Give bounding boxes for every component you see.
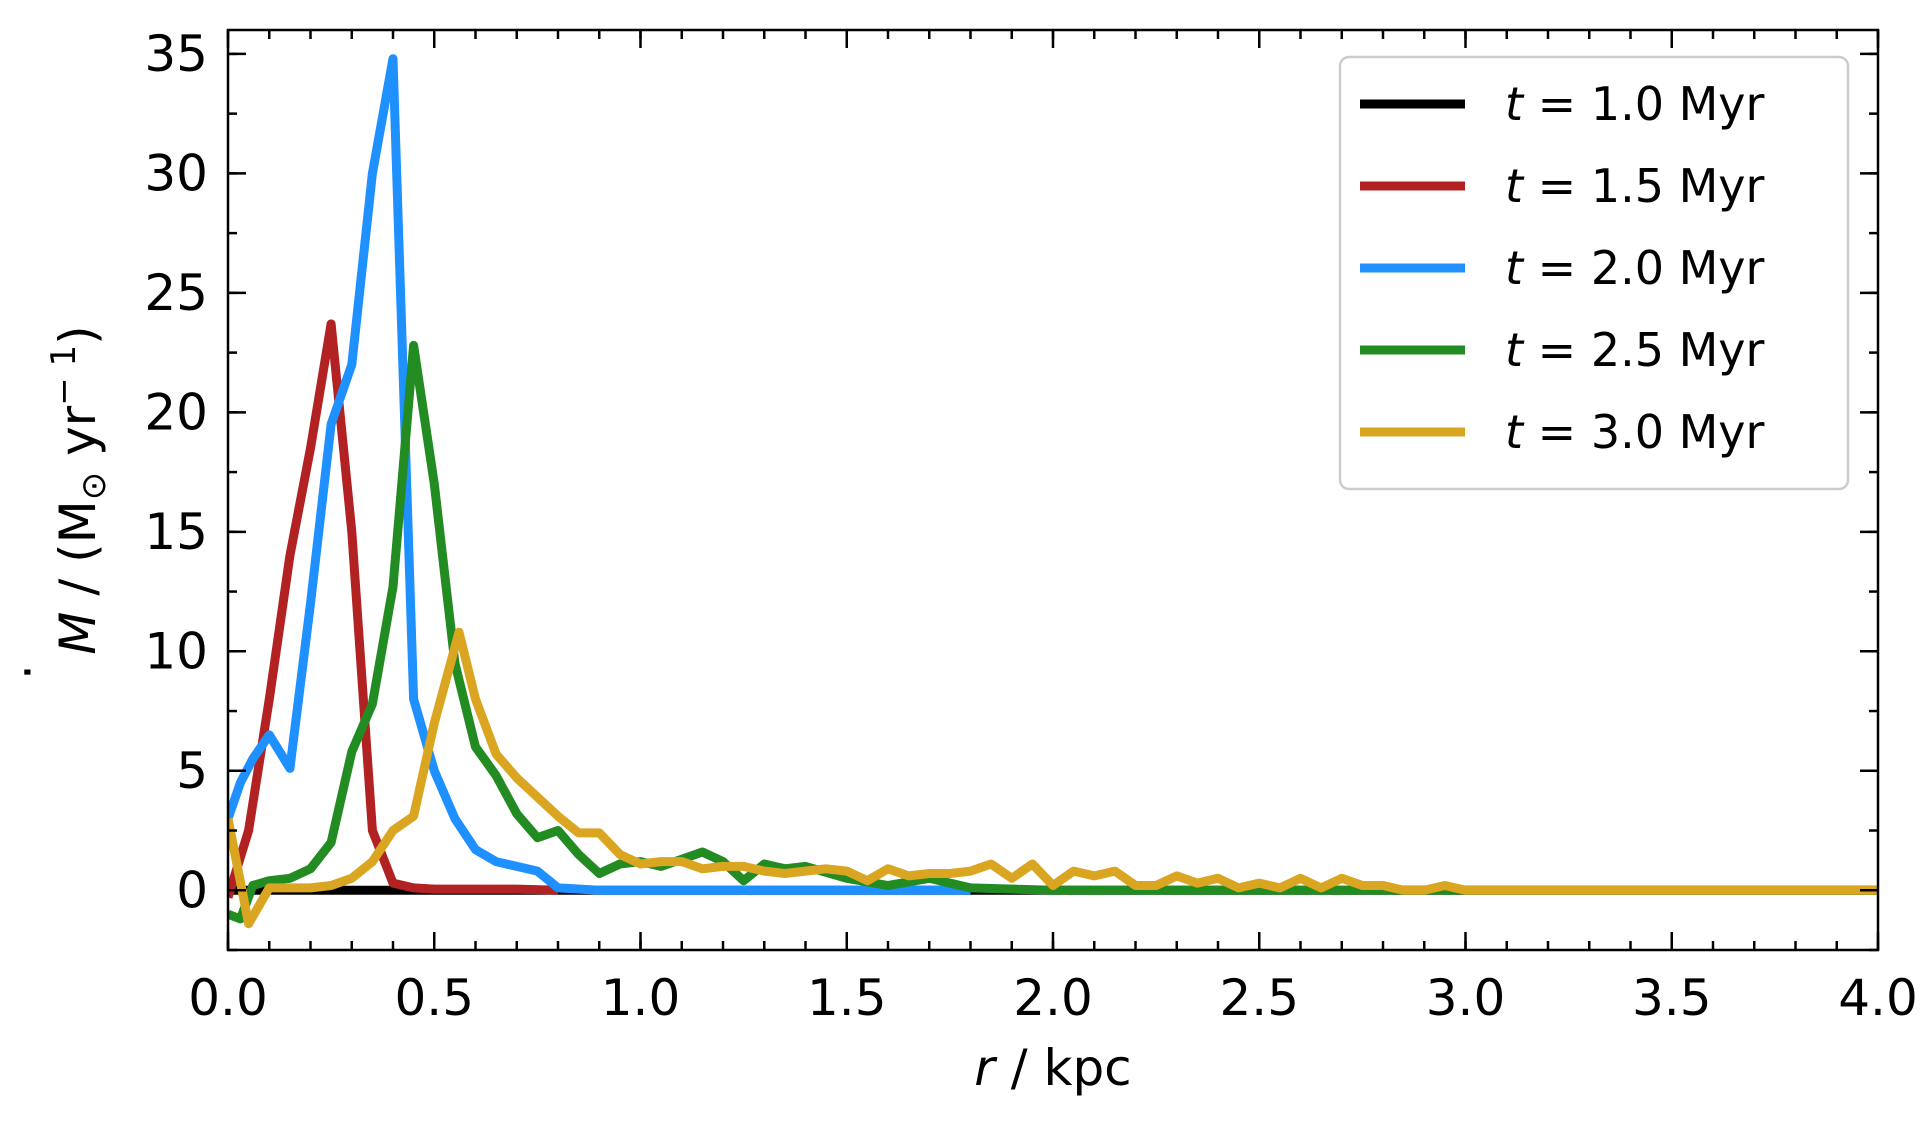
series-line-1 xyxy=(228,319,559,899)
ticks-group xyxy=(226,30,1880,952)
y-tick-label: 15 xyxy=(144,503,208,561)
x-tick-label: 1.0 xyxy=(601,969,681,1027)
y-axis-label-group: M / (M⊙ yr− 1) · xyxy=(0,325,114,680)
y-tick-label: 20 xyxy=(144,383,208,441)
y-axis-label-dot: · xyxy=(0,664,57,680)
legend-label-var: t xyxy=(1505,159,1525,213)
x-axis-label-unit: / kpc xyxy=(995,1039,1132,1097)
legend-label-var: t xyxy=(1505,323,1525,377)
series-line-2 xyxy=(228,54,971,895)
x-tick-label: 1.5 xyxy=(807,969,887,1027)
legend-label: t = 1.0 Myr xyxy=(1505,77,1765,131)
legend-label: t = 1.5 Myr xyxy=(1505,159,1765,213)
x-tick-label: 0.5 xyxy=(394,969,474,1027)
x-tick-label: 2.0 xyxy=(1013,969,1093,1027)
y-tick-label: 0 xyxy=(176,861,208,919)
x-axis-label-var: r xyxy=(974,1039,998,1097)
x-axis-label: r / kpc xyxy=(974,1039,1131,1097)
y-tick-label: 25 xyxy=(144,264,208,322)
x-tick-label: 0.0 xyxy=(188,969,268,1027)
series-group xyxy=(228,54,1878,929)
legend-label: t = 2.5 Myr xyxy=(1505,323,1765,377)
y-axis-label-sub: ⊙ xyxy=(74,472,114,501)
x-tick-label: 3.5 xyxy=(1632,969,1712,1027)
legend-label: t = 2.0 Myr xyxy=(1505,241,1765,295)
y-tick-label: 35 xyxy=(144,25,208,83)
y-tick-label: 30 xyxy=(144,144,208,202)
x-tick-label: 2.5 xyxy=(1219,969,1299,1027)
legend-label: t = 3.0 Myr xyxy=(1505,405,1765,459)
series-line-4 xyxy=(228,627,1878,929)
legend-label-rest: = 2.0 Myr xyxy=(1523,241,1764,295)
y-axis-label-close: ) xyxy=(49,325,107,345)
y-axis-label-sup: − 1 xyxy=(44,345,84,406)
legend-box xyxy=(1338,55,1850,491)
y-tick-label: 5 xyxy=(176,742,208,800)
y-axis-label-tail: yr xyxy=(49,405,107,471)
y-axis-label-var: M xyxy=(49,612,107,655)
legend-label-rest: = 2.5 Myr xyxy=(1523,323,1764,377)
legend-label-var: t xyxy=(1505,405,1525,459)
legend-label-rest: = 1.0 Myr xyxy=(1523,77,1764,131)
tick-labels-group: 0.0 0.5 1.0 1.5 2.0 2.5 3.0 3.5 4.0 0 5 10 15 20 25 30 3… xyxy=(144,25,1917,1027)
y-tick-label: 10 xyxy=(144,622,208,680)
legend-label-var: t xyxy=(1505,241,1525,295)
legend-label-var: t xyxy=(1505,77,1525,131)
legend-label-rest: = 3.0 Myr xyxy=(1523,405,1764,459)
x-tick-label: 4.0 xyxy=(1838,969,1918,1027)
y-axis-label: M / (M⊙ yr− 1) xyxy=(44,325,114,654)
legend-label-rest: = 1.5 Myr xyxy=(1523,159,1764,213)
x-tick-label: 3.0 xyxy=(1426,969,1506,1027)
y-axis-label-rest: / (M xyxy=(49,500,107,611)
